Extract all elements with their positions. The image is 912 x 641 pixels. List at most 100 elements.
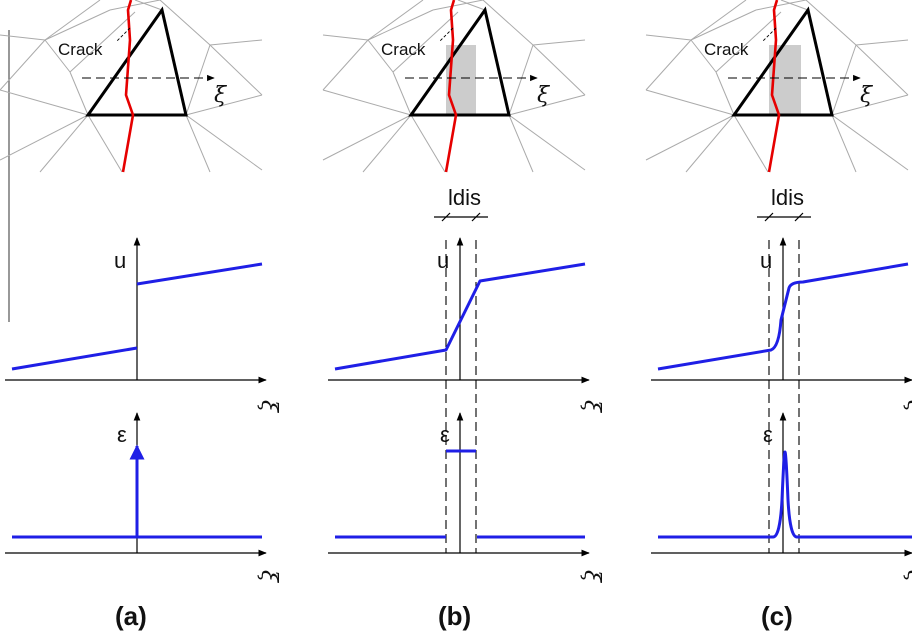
mesh-edge bbox=[645, 114, 735, 161]
displacement-curve-left bbox=[11, 346, 138, 371]
mesh-edge bbox=[87, 114, 123, 173]
xi-axis-label-lower: ξ bbox=[579, 570, 604, 584]
strain-peak-curve bbox=[658, 450, 912, 539]
mesh-edge bbox=[322, 114, 412, 161]
mesh-edge bbox=[44, 0, 101, 41]
mesh-edge bbox=[44, 9, 111, 41]
panel-2: Crack ξ u ε ξ ξ (b) ldis bbox=[322, 0, 604, 631]
u-axis-label: u bbox=[760, 248, 772, 273]
mesh-edge bbox=[508, 114, 534, 173]
mesh-edge bbox=[780, 0, 809, 11]
mesh-edge bbox=[690, 9, 757, 41]
mesh-edge bbox=[367, 0, 424, 41]
mesh-edge bbox=[482, 0, 534, 46]
cracked-element bbox=[85, 6, 188, 117]
mesh-edge bbox=[508, 44, 534, 116]
xi-label: ξ bbox=[860, 83, 874, 108]
mesh-edge bbox=[69, 71, 89, 116]
crack-label: Crack bbox=[381, 40, 426, 59]
width-label: ldis bbox=[448, 185, 481, 210]
width-tick-right bbox=[794, 212, 804, 222]
mesh-edge bbox=[185, 44, 211, 116]
fe-mesh bbox=[0, 0, 263, 173]
crack-leader bbox=[761, 27, 777, 43]
crack-path bbox=[444, 0, 458, 173]
mesh-edge bbox=[690, 0, 747, 41]
strain-axis-label: ε bbox=[440, 422, 450, 447]
crack-path bbox=[121, 0, 135, 173]
mesh-edge bbox=[362, 114, 412, 173]
xi-axis-label-upper: ξ bbox=[579, 400, 604, 414]
xi-axis-label-upper: ξ bbox=[256, 400, 281, 414]
panel-3: Crack ξ u ε ξ ξ (c) ldis bbox=[645, 0, 912, 631]
mesh-edge bbox=[209, 39, 263, 46]
strain-axis-label: ε bbox=[763, 422, 773, 447]
mesh-edge bbox=[185, 114, 263, 171]
mesh-edge bbox=[0, 34, 46, 41]
mesh-edge bbox=[715, 11, 782, 73]
xi-label: ξ bbox=[537, 83, 551, 108]
panel-caption: (b) bbox=[438, 601, 471, 631]
cracked-element bbox=[731, 6, 834, 117]
mesh-edge bbox=[645, 39, 692, 91]
mesh-edge bbox=[322, 89, 412, 116]
xi-axis-label-upper: ξ bbox=[902, 400, 912, 414]
mesh-edge bbox=[831, 94, 909, 116]
mesh-edge bbox=[322, 39, 369, 91]
mesh-edge bbox=[159, 0, 211, 46]
displacement-curve bbox=[657, 262, 909, 371]
panel-caption: (c) bbox=[761, 601, 793, 631]
mesh-edge bbox=[322, 34, 369, 41]
crack-path bbox=[767, 0, 781, 173]
fe-mesh bbox=[645, 0, 909, 173]
mesh-edge bbox=[685, 114, 735, 173]
mesh-edge bbox=[134, 0, 163, 11]
displacement-curve-right bbox=[136, 262, 263, 286]
mesh-edge bbox=[855, 44, 909, 96]
mesh-edge bbox=[0, 39, 46, 91]
width-tick-right bbox=[471, 212, 481, 222]
xi-label: ξ bbox=[214, 83, 228, 108]
panel-caption: (a) bbox=[115, 601, 147, 631]
mesh-edge bbox=[805, 0, 857, 46]
mesh-edge bbox=[209, 44, 263, 96]
mesh-edge bbox=[508, 114, 586, 171]
mesh-edge bbox=[831, 114, 909, 171]
mesh-edge bbox=[392, 71, 412, 116]
mesh-edge bbox=[855, 39, 909, 46]
u-axis-label: u bbox=[437, 248, 449, 273]
crack-label: Crack bbox=[704, 40, 749, 59]
mesh-edge bbox=[532, 39, 586, 46]
mesh-edge bbox=[69, 11, 136, 73]
mesh-edge bbox=[0, 89, 89, 116]
width-label: ldis bbox=[771, 185, 804, 210]
mesh-edge bbox=[44, 39, 71, 73]
width-tick-left bbox=[441, 212, 451, 222]
mesh-edge bbox=[185, 114, 211, 173]
u-axis-label: u bbox=[114, 248, 126, 273]
mesh-edge bbox=[645, 34, 692, 41]
cracked-element bbox=[408, 6, 511, 117]
crack-leader bbox=[438, 27, 454, 43]
mesh-edge bbox=[831, 114, 857, 173]
fe-mesh bbox=[322, 0, 586, 173]
panel-1: Crack ξ u ε ξ ξ (a) bbox=[0, 0, 281, 631]
mesh-edge bbox=[410, 114, 446, 173]
xi-axis-label-lower: ξ bbox=[902, 570, 912, 584]
mesh-edge bbox=[0, 114, 89, 161]
mesh-edge bbox=[690, 39, 717, 73]
mesh-edge bbox=[392, 11, 459, 73]
mesh-edge bbox=[39, 114, 89, 173]
mesh-edge bbox=[367, 9, 434, 41]
crack-label: Crack bbox=[58, 40, 103, 59]
mesh-edge bbox=[109, 0, 161, 11]
mesh-edge bbox=[432, 0, 484, 11]
mesh-edge bbox=[755, 0, 807, 11]
width-tick-left bbox=[764, 212, 774, 222]
mesh-edge bbox=[733, 114, 769, 173]
mesh-edge bbox=[367, 39, 394, 73]
displacement-curve bbox=[334, 262, 586, 371]
strain-axis-label: ε bbox=[117, 422, 127, 447]
xi-axis-label-lower: ξ bbox=[256, 570, 281, 584]
